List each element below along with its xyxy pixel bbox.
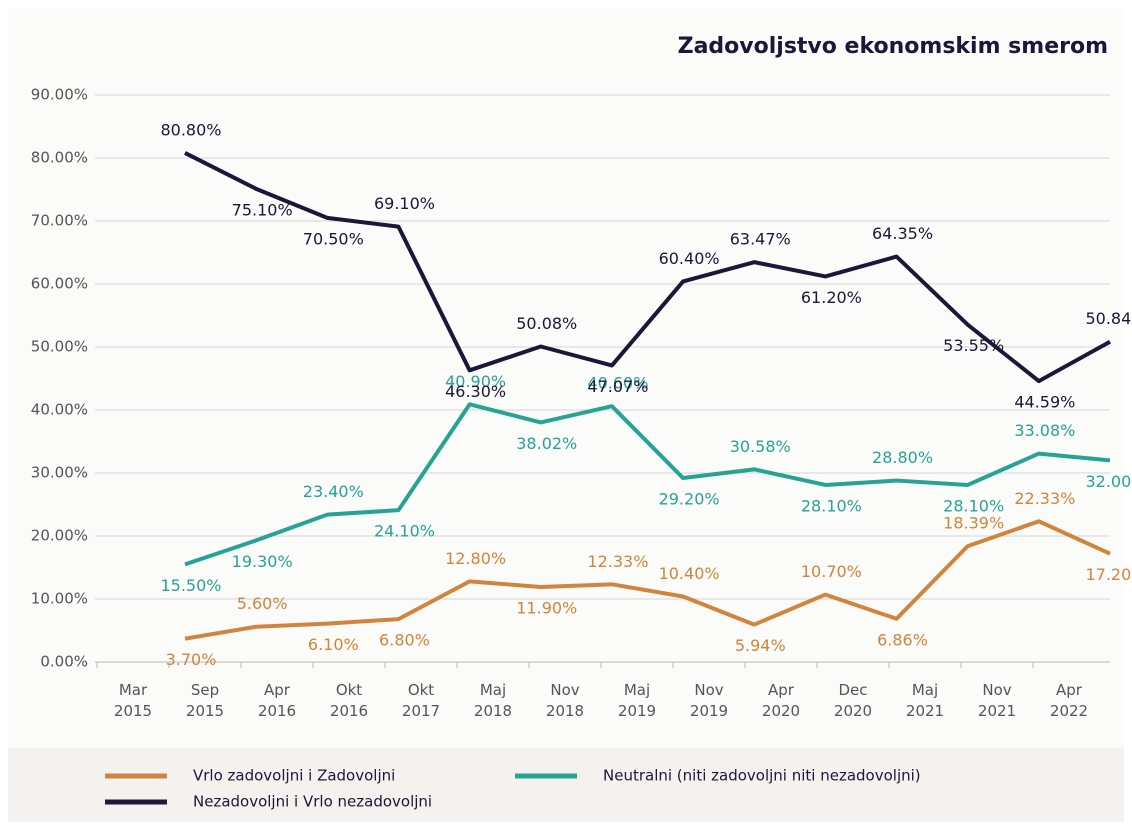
x-tick-label: Mar 2015 [113,681,153,720]
x-tick-label: Dec 2020 [833,681,873,720]
data-label: 11.90% [516,599,577,618]
data-label: 30.58% [730,437,791,456]
x-tick-label: Sep 2015 [185,681,225,720]
legend-label: Vrlo zadovoljni i Zadovoljni [193,767,395,785]
data-label: 15.50% [160,576,221,595]
data-label: 80.80% [160,120,221,139]
x-tick-label: Okt 2017 [401,681,441,720]
data-label: 46.30% [445,382,506,401]
x-tick-label: Nov 2019 [689,681,729,720]
x-tick-label: Apr 2016 [257,681,297,720]
x-tick-label: Nov 2021 [977,681,1017,720]
y-tick-label: 10.00% [31,590,88,608]
data-label: 3.70% [166,650,217,669]
data-label: 53.55% [943,336,1004,355]
data-label: 17.20% [1085,565,1132,584]
data-label: 18.39% [943,514,1004,533]
data-label: 64.35% [872,224,933,243]
data-label: 12.80% [445,549,506,568]
data-label: 38.02% [516,434,577,453]
legend-background [8,748,1124,822]
data-label: 28.10% [943,496,1004,515]
data-label: 10.70% [801,562,862,581]
data-label: 40.60% [587,374,648,393]
data-label: 5.94% [735,636,786,655]
legend-label: Neutralni (niti zadovoljni niti nezadovo… [603,767,921,785]
series-line [184,151,1111,384]
y-tick-label: 0.00% [40,653,88,671]
data-label: 6.80% [379,631,430,650]
legend-label: Nezadovoljni i Vrlo nezadovoljni [193,793,432,811]
data-label: 70.50% [303,229,364,248]
data-label: 50.08% [516,314,577,333]
data-label: 6.86% [877,630,928,649]
data-label: 22.33% [1014,489,1075,508]
x-tick-label: Nov 2018 [545,681,585,720]
y-tick-label: 80.00% [31,149,88,167]
data-label: 6.10% [308,635,359,654]
y-tick-label: 40.00% [31,401,88,419]
data-label: 33.08% [1014,421,1075,440]
data-label: 19.30% [232,552,293,571]
y-tick-label: 60.00% [31,275,88,293]
x-tick-label: Apr 2022 [1049,681,1089,720]
y-tick-label: 50.00% [31,338,88,356]
data-label: 50.84% [1085,309,1132,328]
data-label: 24.10% [374,522,435,541]
x-tick-label: Maj 2018 [473,681,513,720]
series-line [184,402,1111,567]
x-tick-label: Apr 2020 [761,681,801,720]
data-label: 28.10% [801,496,862,515]
x-tick-label: Maj 2019 [617,681,657,720]
data-label: 69.10% [374,194,435,213]
data-label: 40.90% [445,372,506,391]
y-tick-label: 30.00% [31,464,88,482]
data-label: 44.59% [1014,393,1075,412]
data-label: 32.00% [1085,472,1132,491]
data-label: 60.40% [659,249,720,268]
data-label: 5.60% [237,594,288,613]
y-tick-label: 20.00% [31,527,88,545]
series-line [184,519,1111,641]
data-label: 75.10% [232,200,293,219]
chart-title: Zadovoljstvo ekonomskim smerom [678,34,1108,59]
data-label: 47.07% [587,377,648,396]
plot-background [8,8,1124,748]
data-label: 23.40% [303,482,364,501]
data-label: 29.20% [659,490,720,509]
data-label: 61.20% [801,288,862,307]
data-label: 10.40% [659,564,720,583]
y-tick-label: 70.00% [31,212,88,230]
data-label: 12.33% [587,552,648,571]
x-tick-label: Maj 2021 [905,681,945,720]
data-label: 63.47% [730,230,791,249]
x-tick-label: Okt 2016 [329,681,369,720]
y-tick-label: 90.00% [31,86,88,104]
data-label: 28.80% [872,448,933,467]
